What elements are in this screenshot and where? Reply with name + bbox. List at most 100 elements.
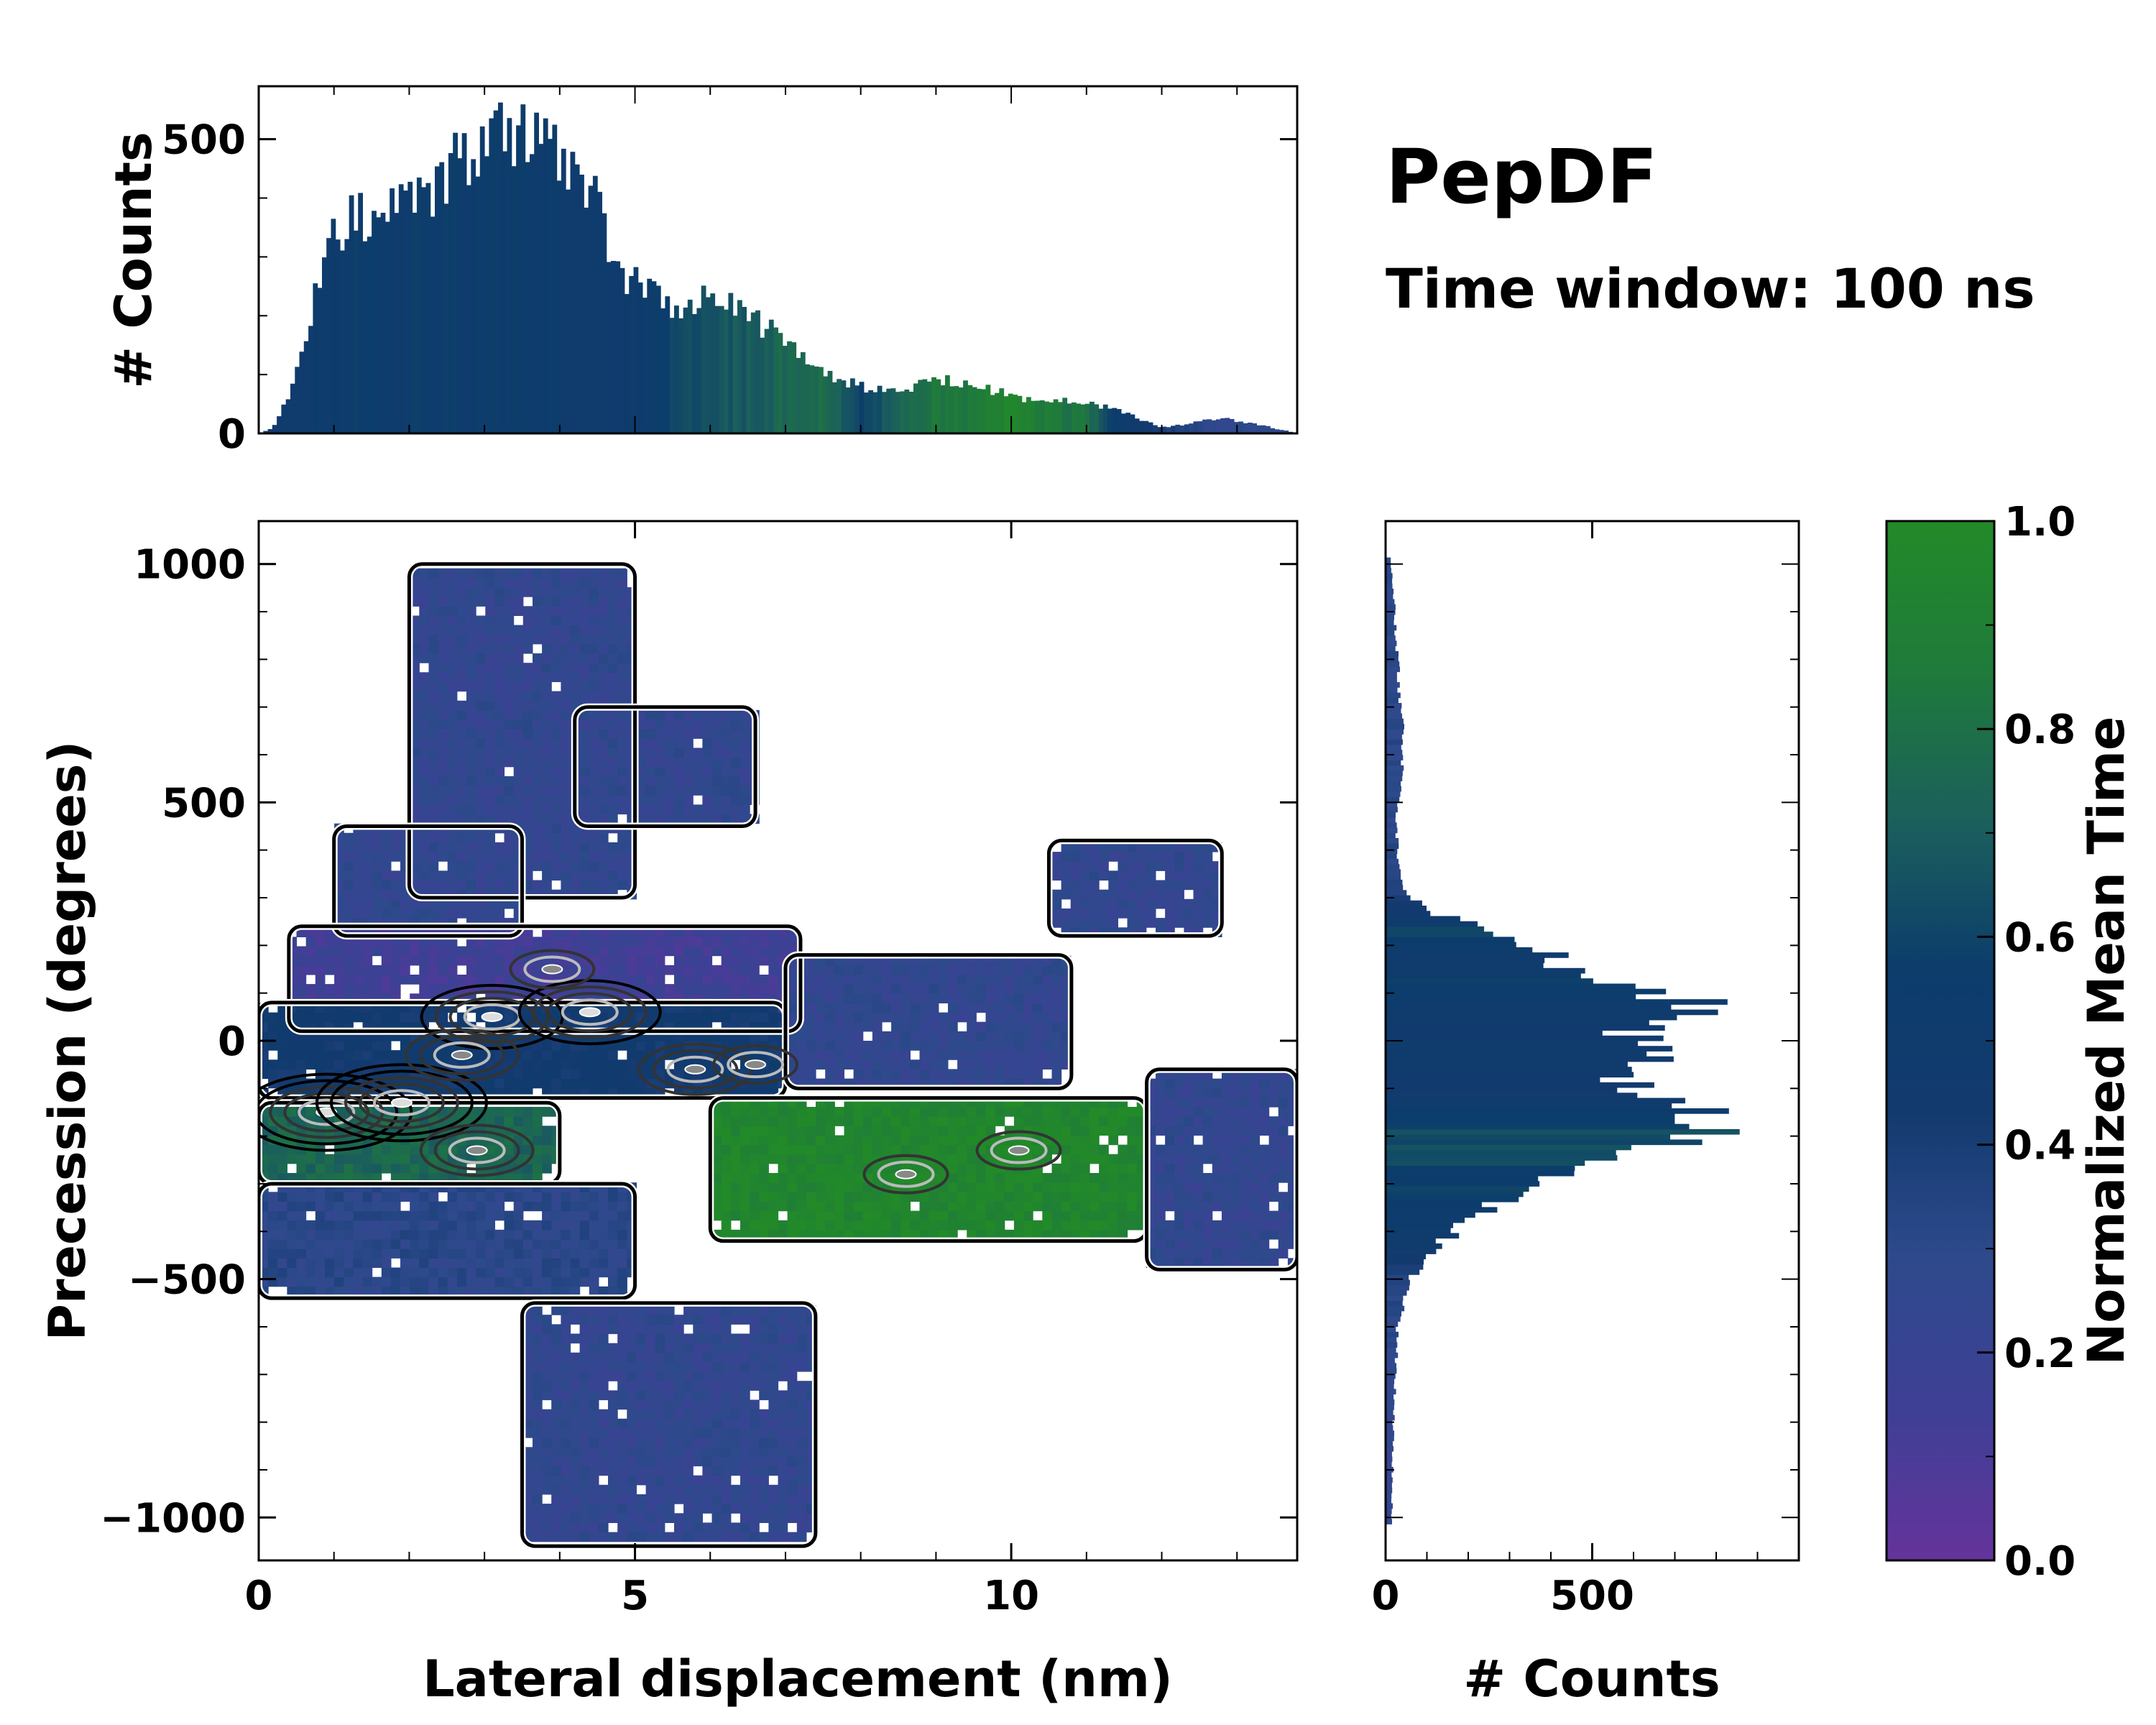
- heatmap-cell: [504, 1012, 515, 1023]
- heatmap-cell: [551, 1078, 561, 1089]
- heatmap-cell: [1070, 1126, 1081, 1136]
- heatmap-cell: [598, 1059, 609, 1070]
- heatmap-cell: [730, 709, 741, 720]
- heatmap-cell: [1108, 908, 1118, 919]
- heatmap-cell: [862, 1041, 873, 1051]
- heatmap-cell: [381, 946, 392, 957]
- heatmap-cell: [796, 1438, 807, 1448]
- heatmap-cell: [504, 1220, 515, 1230]
- heatmap-cell: [1118, 842, 1128, 852]
- top-hist-bar: [362, 241, 368, 433]
- heatmap-cell: [551, 615, 561, 626]
- heatmap-cell: [1136, 908, 1147, 919]
- heatmap-cell: [561, 1069, 571, 1080]
- heatmap-cell: [277, 1163, 287, 1174]
- heatmap-cell: [1089, 1220, 1100, 1230]
- heatmap-cell: [296, 1192, 307, 1202]
- heatmap-cell: [551, 1248, 561, 1259]
- heatmap-cell: [334, 1059, 344, 1070]
- heatmap-cell: [466, 691, 476, 702]
- heatmap-cell: [674, 729, 684, 739]
- heatmap-cell: [967, 1163, 977, 1174]
- heatmap-cell: [778, 1154, 788, 1164]
- heatmap-cell: [740, 975, 750, 985]
- heatmap-cell: [693, 729, 703, 739]
- heatmap-cell: [542, 1154, 552, 1164]
- heatmap-cell: [485, 738, 495, 748]
- heatmap-cell: [645, 719, 656, 730]
- heatmap-cell: [1023, 1069, 1033, 1080]
- top-hist-bar: [461, 133, 467, 433]
- heatmap-cell: [1013, 1210, 1024, 1221]
- heatmap-cell: [683, 1012, 694, 1023]
- heatmap-cell: [693, 1494, 703, 1504]
- heatmap-cell: [900, 1041, 911, 1051]
- heatmap-cell: [561, 842, 571, 852]
- heatmap-cell: [561, 852, 571, 862]
- heatmap-cell: [542, 681, 552, 692]
- heatmap-cell: [967, 1003, 977, 1013]
- heatmap-cell: [674, 937, 684, 947]
- heatmap-cell: [740, 1484, 750, 1495]
- heatmap-cell: [938, 1135, 949, 1146]
- heatmap-cell: [617, 606, 627, 616]
- heatmap-cell: [561, 1315, 571, 1325]
- heatmap-cell: [551, 1409, 561, 1420]
- heatmap-cell: [617, 691, 627, 702]
- heatmap-cell: [504, 738, 515, 748]
- heatmap-cell: [542, 672, 552, 682]
- heatmap-cell: [608, 653, 618, 663]
- heatmap-cell: [296, 1012, 307, 1023]
- top-hist-bar: [918, 380, 923, 433]
- heatmap-cell: [674, 709, 684, 720]
- heatmap-cell: [750, 1522, 760, 1533]
- heatmap-cell: [608, 738, 618, 748]
- heatmap-cell: [579, 1210, 590, 1221]
- top-hist-bar: [1143, 420, 1149, 433]
- heatmap-cell: [542, 653, 552, 663]
- heatmap-cell: [967, 1050, 977, 1060]
- heatmap-cell: [693, 748, 703, 758]
- heatmap-cell: [579, 1276, 590, 1287]
- heatmap-cell: [400, 1276, 410, 1287]
- top-hist-bar: [931, 377, 936, 433]
- heatmap-cell: [938, 1050, 949, 1060]
- heatmap-cell: [438, 653, 448, 663]
- heatmap-cell: [466, 1276, 476, 1287]
- heatmap-cell: [344, 1258, 354, 1268]
- heatmap-cell: [589, 1324, 599, 1335]
- heatmap-cell: [608, 577, 618, 588]
- heatmap-cell: [579, 1220, 590, 1230]
- top-hist-bar: [967, 385, 973, 433]
- heatmap-cell: [967, 1173, 977, 1183]
- heatmap-cell: [1013, 1050, 1024, 1060]
- heatmap-cell: [598, 776, 609, 786]
- heatmap-cell: [617, 965, 627, 975]
- heatmap-cell: [447, 1229, 458, 1240]
- heatmap-cell: [381, 1276, 392, 1287]
- heatmap-cell: [683, 1381, 694, 1391]
- heatmap-cell: [494, 606, 505, 616]
- heatmap-cell: [456, 1201, 467, 1212]
- top-hist-bar: [1031, 400, 1036, 433]
- heatmap-cell: [334, 965, 344, 975]
- heatmap-cell: [551, 1438, 561, 1448]
- heatmap-cell: [513, 776, 524, 786]
- heatmap-cell: [985, 1050, 996, 1060]
- heatmap-cell: [740, 1229, 750, 1240]
- top-hist-bar: [1202, 419, 1207, 433]
- heatmap-cell: [1156, 1154, 1166, 1164]
- heatmap-cell: [967, 1012, 977, 1023]
- heatmap-cell: [862, 1059, 873, 1070]
- heatmap-cell: [967, 1154, 977, 1164]
- heatmap-cell: [504, 861, 515, 871]
- heatmap-cell: [579, 615, 590, 626]
- heatmap-cell: [305, 1050, 316, 1060]
- heatmap-cell: [806, 1229, 816, 1240]
- heatmap-cell: [655, 965, 665, 975]
- heatmap-cell: [1023, 1173, 1033, 1183]
- heatmap-cell: [711, 946, 722, 957]
- heatmap-cell: [721, 719, 732, 730]
- heatmap-cell: [740, 1126, 750, 1136]
- heatmap-cell: [711, 1438, 722, 1448]
